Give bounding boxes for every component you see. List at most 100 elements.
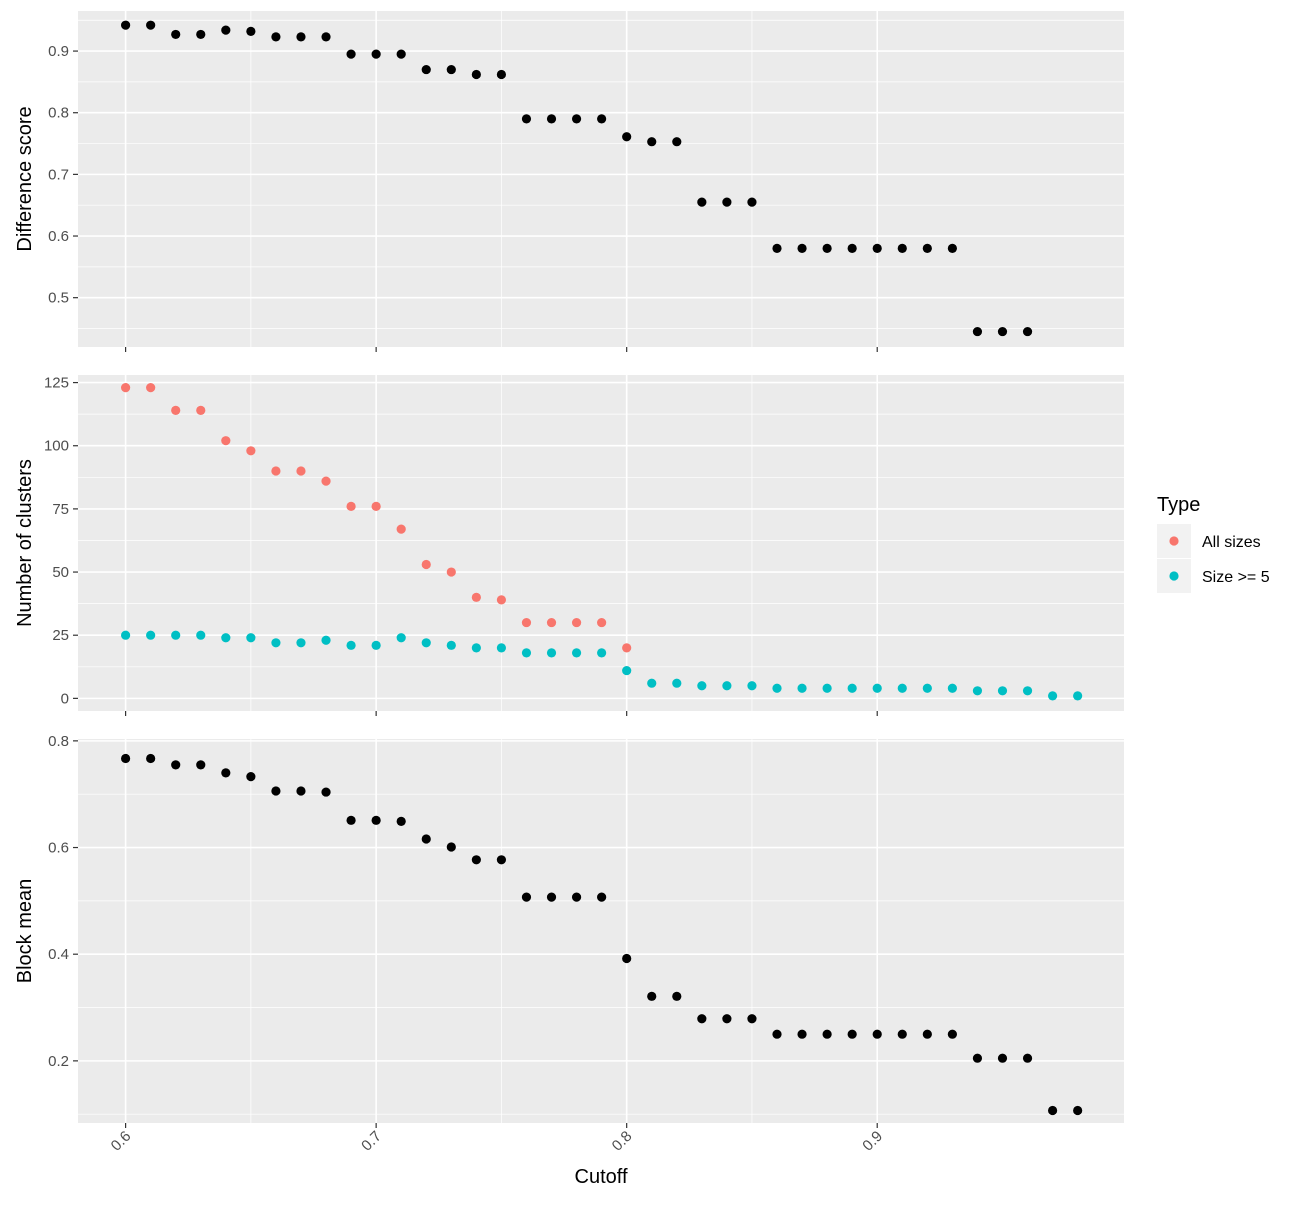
data-point xyxy=(847,1029,857,1039)
data-point xyxy=(146,753,156,764)
data-point xyxy=(421,64,431,75)
data-point xyxy=(1022,1053,1033,1063)
data-point xyxy=(747,1014,757,1024)
x-axis-label: Cutoff xyxy=(575,1166,628,1188)
data-point xyxy=(922,243,932,253)
panel-background xyxy=(78,739,1124,1123)
data-point xyxy=(521,114,532,124)
data-point xyxy=(647,137,657,147)
data-point xyxy=(371,815,381,825)
data-point xyxy=(597,617,607,628)
data-point xyxy=(171,405,181,415)
data-point xyxy=(496,595,507,605)
data-point xyxy=(471,643,481,653)
data-point xyxy=(146,630,156,640)
y-tick-label: 25 xyxy=(52,627,69,644)
data-point xyxy=(772,243,782,253)
data-point xyxy=(346,501,356,511)
data-point xyxy=(371,640,381,650)
data-point xyxy=(171,760,181,770)
legend-entry: Size >= 5 xyxy=(1157,559,1270,593)
data-point xyxy=(121,753,131,764)
data-point xyxy=(496,69,507,80)
data-point xyxy=(1073,691,1083,701)
legend-marker xyxy=(1169,536,1179,546)
data-point xyxy=(321,476,331,486)
panel-1: 0.5 0.6 0.7 0.8 0.9 Difference score xyxy=(14,11,1124,352)
data-point xyxy=(321,635,331,645)
data-point xyxy=(597,892,607,902)
data-point xyxy=(346,640,356,650)
data-point xyxy=(146,20,156,30)
data-point xyxy=(747,681,757,691)
data-point xyxy=(997,326,1008,337)
data-point xyxy=(822,683,832,693)
data-point xyxy=(697,1014,707,1024)
data-point xyxy=(196,760,206,770)
data-point xyxy=(296,638,306,648)
data-point xyxy=(772,1029,782,1039)
data-point xyxy=(1047,1105,1058,1116)
data-point xyxy=(947,243,957,253)
data-point xyxy=(396,633,406,643)
data-point xyxy=(722,681,732,691)
data-point xyxy=(1022,686,1033,696)
data-point xyxy=(622,665,632,676)
data-point xyxy=(571,892,582,902)
y-tick-label: 100 xyxy=(44,438,69,455)
data-point xyxy=(246,633,256,643)
data-point xyxy=(972,1053,983,1063)
data-point xyxy=(421,834,431,844)
data-point xyxy=(972,686,983,696)
data-point xyxy=(997,686,1008,696)
y-axis-label: Number of clusters xyxy=(14,459,36,627)
data-point xyxy=(271,466,281,476)
data-point xyxy=(321,32,331,42)
data-point xyxy=(471,69,481,80)
y-tick-label: 0.6 xyxy=(48,840,69,857)
data-point xyxy=(922,1029,932,1039)
data-point xyxy=(822,243,832,253)
data-point xyxy=(546,617,557,628)
data-point xyxy=(146,383,156,393)
data-point xyxy=(1073,1105,1083,1116)
data-point xyxy=(1047,691,1058,701)
data-point xyxy=(772,683,782,693)
legend-title: Type xyxy=(1157,494,1200,516)
data-point xyxy=(496,643,507,653)
data-point xyxy=(321,787,331,797)
data-point xyxy=(346,815,356,825)
data-point xyxy=(622,643,632,653)
data-point xyxy=(571,617,582,628)
data-point xyxy=(396,49,406,59)
legend-label: All sizes xyxy=(1202,534,1261,551)
y-tick-label: 0.4 xyxy=(48,946,69,963)
data-point xyxy=(196,630,206,640)
legend-label: Size >= 5 xyxy=(1202,569,1270,586)
data-point xyxy=(872,243,882,253)
data-point xyxy=(371,49,381,59)
series-1-1 xyxy=(121,20,1033,337)
data-point xyxy=(972,326,983,337)
y-tick-label: 0.5 xyxy=(48,290,69,307)
legend-marker xyxy=(1169,571,1179,581)
data-point xyxy=(647,678,657,688)
data-point xyxy=(421,638,431,648)
data-point xyxy=(446,842,456,852)
data-point xyxy=(121,20,131,30)
data-point xyxy=(897,1029,907,1039)
panel-background xyxy=(78,11,1124,347)
series-3-1 xyxy=(121,753,1083,1116)
data-point xyxy=(221,633,231,643)
data-point xyxy=(722,197,732,207)
data-point xyxy=(271,638,281,648)
data-point xyxy=(697,681,707,691)
data-point xyxy=(446,640,456,650)
data-point xyxy=(521,648,532,658)
data-point xyxy=(196,29,206,40)
data-point xyxy=(922,683,932,693)
panel-background xyxy=(78,375,1124,711)
data-point xyxy=(872,683,882,693)
data-point xyxy=(847,683,857,693)
